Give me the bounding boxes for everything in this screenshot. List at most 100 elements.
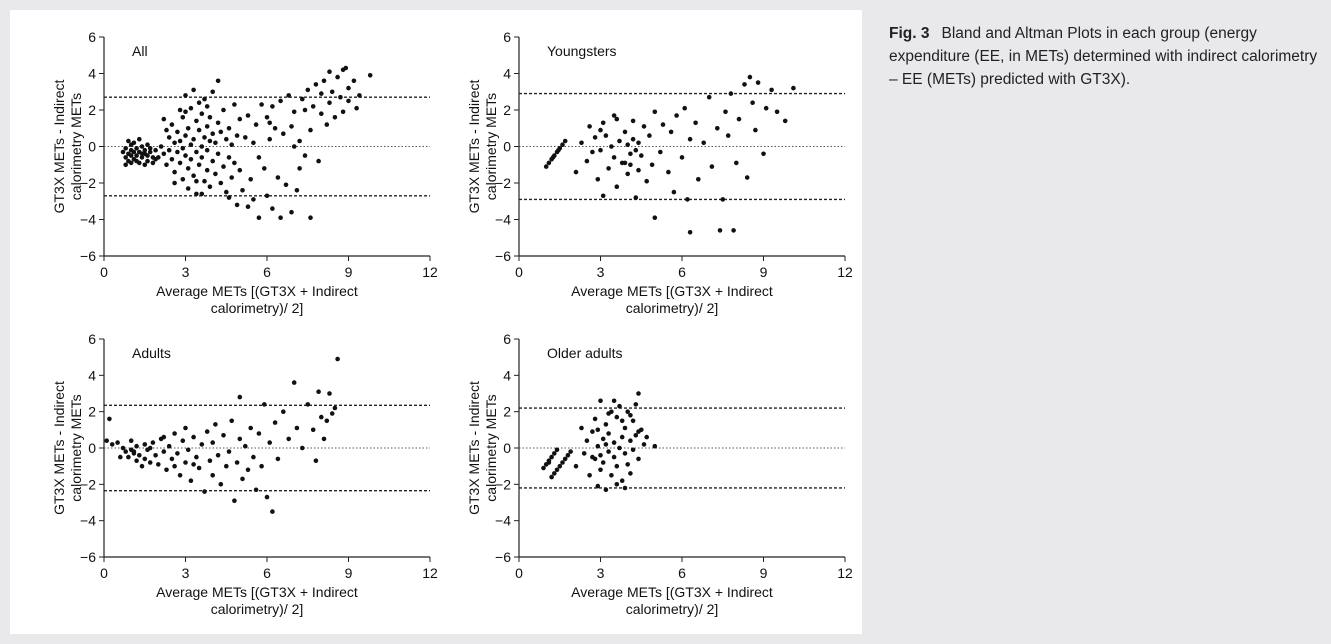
data-point <box>329 89 335 95</box>
data-point <box>687 136 693 142</box>
data-point <box>218 129 224 135</box>
x-tick-label: 6 <box>678 565 686 581</box>
data-point <box>549 454 554 460</box>
data-point <box>213 422 218 427</box>
data-point <box>183 109 188 115</box>
data-point <box>275 175 281 180</box>
data-point <box>245 204 251 209</box>
data-point <box>226 195 232 200</box>
data-point <box>215 120 221 126</box>
data-point <box>180 438 186 444</box>
data-point <box>221 164 226 169</box>
data-point <box>185 186 191 191</box>
data-point <box>297 138 302 144</box>
data-point <box>188 157 194 162</box>
data-point <box>262 166 267 171</box>
y-axis-label-line-2: calorimetry METs <box>483 93 499 200</box>
data-point <box>742 82 747 87</box>
y-axis-label-line-2: calorimetry METs <box>68 93 84 200</box>
data-point <box>658 149 663 155</box>
data-point <box>641 124 647 129</box>
data-point <box>587 124 592 129</box>
data-point <box>180 115 186 120</box>
y-tick-label: 6 <box>88 331 96 347</box>
data-point <box>557 463 563 469</box>
data-point <box>142 162 148 168</box>
data-point <box>609 473 614 478</box>
x-tick-label: 0 <box>515 565 523 581</box>
y-tick-label: −2 <box>495 476 511 492</box>
x-tick-label: 12 <box>422 264 438 280</box>
data-point <box>131 140 137 146</box>
data-point <box>259 102 264 107</box>
data-point <box>622 485 628 491</box>
data-point <box>147 445 153 451</box>
data-point <box>180 177 186 182</box>
y-tick-label: −6 <box>495 549 511 565</box>
data-point <box>679 155 685 160</box>
data-point <box>234 202 240 208</box>
data-point <box>191 462 196 467</box>
data-point <box>166 135 172 140</box>
data-point <box>619 478 625 484</box>
data-point <box>674 113 679 118</box>
data-point <box>351 78 357 84</box>
data-point <box>191 87 196 93</box>
data-point <box>185 126 191 131</box>
data-point <box>139 155 145 160</box>
data-point <box>590 149 595 155</box>
x-tick-label: 3 <box>182 264 190 280</box>
data-point <box>332 115 338 120</box>
data-point <box>552 471 557 476</box>
data-point <box>630 136 636 142</box>
data-point <box>791 85 796 91</box>
data-point <box>177 160 183 166</box>
y-tick-label: 6 <box>503 331 511 347</box>
data-point <box>335 356 340 362</box>
data-point <box>636 429 641 434</box>
data-point <box>723 109 728 115</box>
x-axis-label-line-2: calorimetry)/ 2] <box>211 300 304 316</box>
data-point <box>636 140 641 146</box>
data-point <box>137 136 142 142</box>
data-point <box>172 180 177 186</box>
data-point <box>281 131 286 136</box>
data-point <box>204 429 210 434</box>
data-point <box>264 193 270 199</box>
data-point <box>625 409 630 415</box>
data-point <box>701 140 706 146</box>
data-point <box>763 105 769 111</box>
data-point <box>202 135 207 140</box>
y-tick-label: −4 <box>495 212 511 228</box>
data-point <box>595 443 601 449</box>
data-point <box>264 494 270 500</box>
data-point <box>308 127 313 133</box>
data-point <box>581 451 587 456</box>
data-point <box>639 153 644 158</box>
data-point <box>614 463 620 469</box>
data-point <box>272 126 278 131</box>
data-point <box>172 140 177 146</box>
data-point <box>123 449 128 454</box>
data-point <box>736 116 742 122</box>
data-point <box>313 458 319 464</box>
data-point <box>327 100 332 105</box>
data-point <box>142 456 148 462</box>
data-point <box>202 96 207 102</box>
panel-title: Older adults <box>547 345 622 361</box>
data-point <box>183 153 188 158</box>
data-point <box>617 138 622 144</box>
data-point <box>706 94 712 100</box>
data-point <box>628 413 633 418</box>
data-point <box>245 113 251 118</box>
x-tick-label: 3 <box>597 565 605 581</box>
data-point <box>248 177 253 182</box>
data-point <box>685 197 690 202</box>
data-point <box>210 158 215 164</box>
data-point <box>237 167 243 173</box>
y-tick-label: −4 <box>495 513 511 529</box>
data-point <box>600 460 606 465</box>
data-point <box>180 146 186 151</box>
data-point <box>172 431 177 436</box>
data-point <box>636 391 641 396</box>
